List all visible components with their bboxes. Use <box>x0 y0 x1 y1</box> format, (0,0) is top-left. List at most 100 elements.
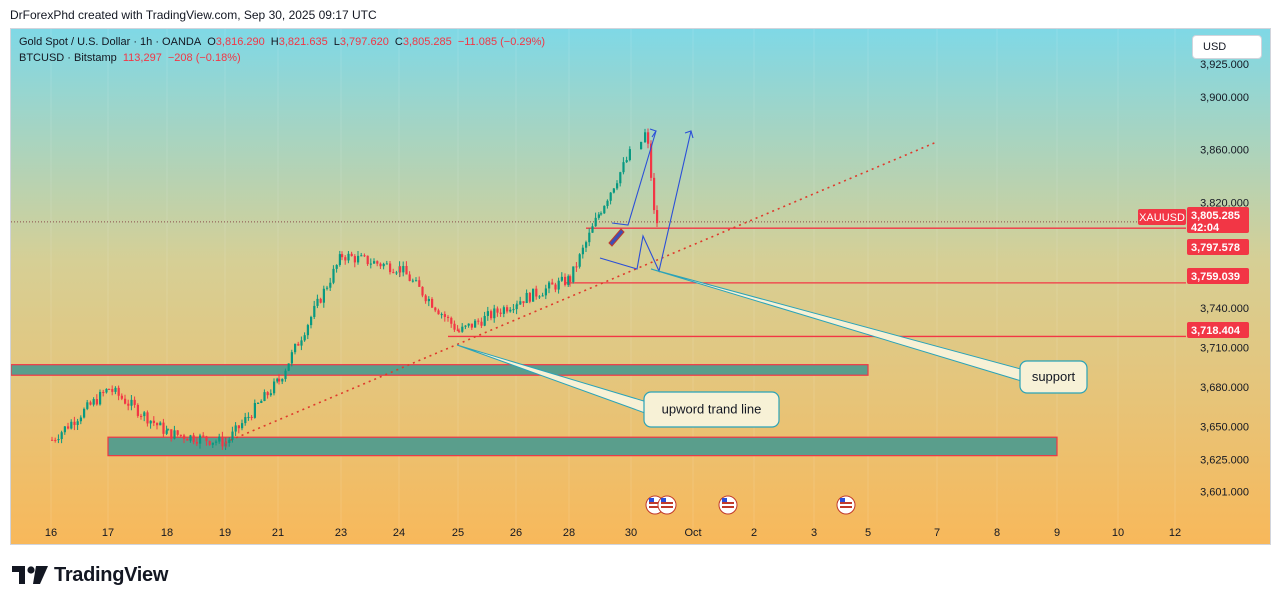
candle[interactable] <box>95 399 98 405</box>
candle[interactable] <box>102 391 105 393</box>
candle[interactable] <box>322 288 325 303</box>
candle[interactable] <box>192 435 195 442</box>
candle[interactable] <box>516 304 519 306</box>
candle[interactable] <box>294 343 297 353</box>
candle[interactable] <box>117 387 120 396</box>
candle[interactable] <box>585 242 588 248</box>
candle[interactable] <box>215 441 218 443</box>
candle[interactable] <box>373 261 376 264</box>
candle[interactable] <box>450 317 453 324</box>
projection-path-2[interactable] <box>599 130 692 273</box>
candle[interactable] <box>159 422 162 426</box>
candle[interactable] <box>120 395 123 399</box>
candle[interactable] <box>379 263 382 267</box>
candle[interactable] <box>551 282 554 285</box>
candle[interactable] <box>385 263 388 265</box>
candle[interactable] <box>395 272 398 274</box>
candle[interactable] <box>344 257 347 261</box>
candle[interactable] <box>76 421 79 425</box>
candle[interactable] <box>140 415 143 417</box>
candle[interactable] <box>281 379 284 382</box>
candle[interactable] <box>496 308 499 313</box>
candle[interactable] <box>338 254 341 265</box>
candle[interactable] <box>525 292 528 304</box>
candle[interactable] <box>347 253 350 261</box>
candle[interactable] <box>594 217 597 227</box>
candle[interactable] <box>273 381 276 394</box>
last-price-tag[interactable] <box>1187 207 1249 233</box>
candle[interactable] <box>440 314 443 316</box>
candle[interactable] <box>427 298 430 302</box>
candle[interactable] <box>260 400 263 403</box>
candle[interactable] <box>143 412 146 417</box>
candle[interactable] <box>418 280 421 287</box>
candle[interactable] <box>124 398 127 404</box>
candle[interactable] <box>316 298 319 306</box>
candle[interactable] <box>326 287 329 289</box>
candle[interactable] <box>541 295 544 297</box>
candle[interactable] <box>105 388 108 393</box>
candle[interactable] <box>162 422 165 434</box>
candle[interactable] <box>202 435 205 437</box>
candle[interactable] <box>467 323 470 326</box>
candle[interactable] <box>509 309 512 312</box>
candle[interactable] <box>612 188 615 193</box>
candle[interactable] <box>363 255 366 257</box>
candle[interactable] <box>656 210 659 224</box>
candle[interactable] <box>616 183 619 189</box>
candle[interactable] <box>54 439 57 441</box>
symbol-tag[interactable] <box>1138 209 1186 225</box>
candle[interactable] <box>99 391 102 405</box>
candle[interactable] <box>405 265 408 275</box>
candle[interactable] <box>290 352 293 364</box>
candle[interactable] <box>111 388 114 392</box>
candle[interactable] <box>341 254 344 258</box>
candle[interactable] <box>195 441 198 444</box>
candle[interactable] <box>136 404 139 416</box>
candle[interactable] <box>453 323 456 330</box>
candle[interactable] <box>86 402 89 409</box>
support-callout[interactable] <box>1019 360 1088 394</box>
candle[interactable] <box>588 232 591 243</box>
chart-area[interactable]: 3,925.000 3,900.000 3,860.000 3,820.000 3,74… <box>10 28 1271 545</box>
candle[interactable] <box>250 416 253 418</box>
candle[interactable] <box>199 435 202 444</box>
candle[interactable] <box>300 340 303 346</box>
price-tag-2[interactable] <box>1187 239 1249 255</box>
candle[interactable] <box>353 256 356 263</box>
candle[interactable] <box>205 436 208 442</box>
currency-button[interactable]: USD <box>1192 35 1262 59</box>
candle[interactable] <box>456 329 459 331</box>
event-flag-icon[interactable] <box>718 495 738 515</box>
candle[interactable] <box>603 206 606 214</box>
candle[interactable] <box>578 254 581 267</box>
candle[interactable] <box>306 325 309 336</box>
candle[interactable] <box>421 286 424 296</box>
candle[interactable] <box>490 311 493 319</box>
candle[interactable] <box>502 307 505 314</box>
candle[interactable] <box>519 301 522 305</box>
candle[interactable] <box>83 408 86 418</box>
candle[interactable] <box>231 431 234 440</box>
candle[interactable] <box>357 255 360 263</box>
chart-canvas[interactable]: 3,925.000 3,900.000 3,860.000 3,820.000 3,74… <box>11 29 1271 545</box>
candle[interactable] <box>241 423 244 429</box>
candle[interactable] <box>92 399 95 405</box>
candle[interactable] <box>447 316 450 318</box>
candle[interactable] <box>572 266 575 282</box>
candle[interactable] <box>581 247 584 255</box>
candle[interactable] <box>591 226 594 233</box>
candle[interactable] <box>499 312 502 314</box>
candle[interactable] <box>176 430 179 435</box>
symbol-title[interactable]: Gold Spot / U.S. Dollar · 1h · OANDA <box>19 36 202 48</box>
candle[interactable] <box>130 399 133 406</box>
candle[interactable] <box>51 439 54 441</box>
candle[interactable] <box>622 162 625 173</box>
tradingview-logo[interactable]: TradingView <box>12 562 168 588</box>
candle[interactable] <box>493 308 496 319</box>
candle[interactable] <box>458 330 461 332</box>
candle[interactable] <box>60 432 63 440</box>
candle[interactable] <box>399 266 402 273</box>
candle[interactable] <box>156 422 159 426</box>
candle[interactable] <box>560 276 563 281</box>
